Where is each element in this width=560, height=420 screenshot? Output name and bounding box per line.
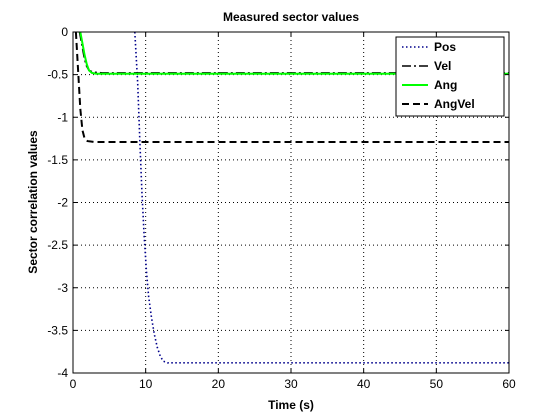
x-tick-label: 40 [357, 377, 371, 391]
y-tick-label: -3 [57, 281, 68, 295]
series-line-ang [79, 32, 509, 75]
legend-box [395, 36, 505, 117]
ticks [72, 31, 510, 374]
x-tick-label: 50 [430, 377, 444, 391]
y-tick-label: -3.5 [47, 323, 68, 337]
y-tick-label: -1 [57, 110, 68, 124]
chart-title: Measured sector values [223, 10, 359, 24]
y-tick-label: -0.5 [47, 68, 68, 82]
x-tick-label: 0 [70, 377, 77, 391]
legend-label-pos: Pos [434, 40, 456, 54]
y-axis-label: Sector correlation values [26, 130, 40, 274]
y-tick-label: 0 [61, 25, 68, 39]
series-line-angvel [74, 32, 509, 143]
x-tick-label: 30 [284, 377, 298, 391]
x-tick-label: 10 [139, 377, 153, 391]
y-tick-label: -2.5 [47, 238, 68, 252]
y-tick-label: -2 [57, 196, 68, 210]
legend-items: Pos Vel Ang AngVel [402, 40, 475, 111]
legend-label-angvel: AngVel [434, 97, 475, 111]
legend-label-ang: Ang [434, 78, 457, 92]
x-tick-labels: 0 10 20 30 40 50 60 [70, 377, 516, 391]
legend: Pos Vel Ang AngVel [395, 36, 505, 117]
series-layer [74, 32, 509, 364]
y-tick-labels: 0 -0.5 -1 -1.5 -2 -2.5 -3 -3.5 -4 [47, 25, 68, 380]
y-tick-label: -4 [57, 366, 68, 380]
x-tick-label: 60 [502, 377, 516, 391]
legend-label-vel: Vel [434, 59, 451, 73]
x-axis-label: Time (s) [268, 398, 314, 412]
x-tick-label: 20 [212, 377, 226, 391]
y-tick-label: -1.5 [47, 153, 68, 167]
